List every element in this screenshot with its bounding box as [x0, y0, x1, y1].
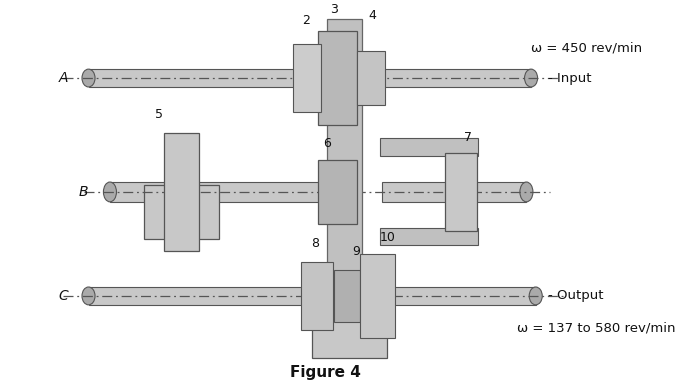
Text: 2: 2 [302, 14, 309, 27]
Bar [89, 287, 331, 305]
Bar [318, 160, 357, 224]
Ellipse shape [82, 69, 95, 87]
Text: Figure 4: Figure 4 [290, 365, 361, 380]
Ellipse shape [529, 287, 542, 305]
Bar [318, 31, 357, 125]
Text: - Input: - Input [548, 72, 591, 85]
Bar [110, 182, 331, 202]
Bar [380, 228, 478, 245]
Ellipse shape [103, 182, 117, 202]
Ellipse shape [520, 182, 533, 202]
Bar [445, 153, 477, 230]
Ellipse shape [524, 69, 537, 87]
Bar [293, 44, 322, 112]
Text: A: A [59, 71, 68, 85]
Ellipse shape [82, 287, 95, 305]
Bar [327, 18, 362, 356]
Text: ω = 450 rev/min: ω = 450 rev/min [531, 42, 642, 55]
Bar [382, 287, 536, 305]
Bar [382, 69, 531, 87]
Text: 8: 8 [311, 238, 319, 250]
Bar [380, 138, 478, 156]
Text: - Output: - Output [548, 289, 603, 303]
Text: 7: 7 [464, 131, 472, 144]
Bar [357, 51, 385, 105]
Text: 9: 9 [352, 245, 360, 258]
Bar [301, 262, 333, 330]
Bar [382, 182, 526, 202]
Text: 10: 10 [380, 231, 396, 245]
Bar [312, 303, 387, 358]
Bar [359, 254, 395, 338]
Text: B: B [79, 185, 89, 199]
Text: ω = 137 to 580 rev/min: ω = 137 to 580 rev/min [517, 321, 676, 334]
Text: 6: 6 [323, 137, 331, 151]
Text: 5: 5 [155, 108, 163, 121]
Text: 3: 3 [329, 3, 338, 16]
Bar [164, 132, 200, 251]
Bar [89, 69, 331, 87]
Text: C: C [58, 289, 68, 303]
Bar [334, 270, 359, 322]
Bar [144, 185, 219, 239]
Text: 4: 4 [369, 9, 377, 22]
